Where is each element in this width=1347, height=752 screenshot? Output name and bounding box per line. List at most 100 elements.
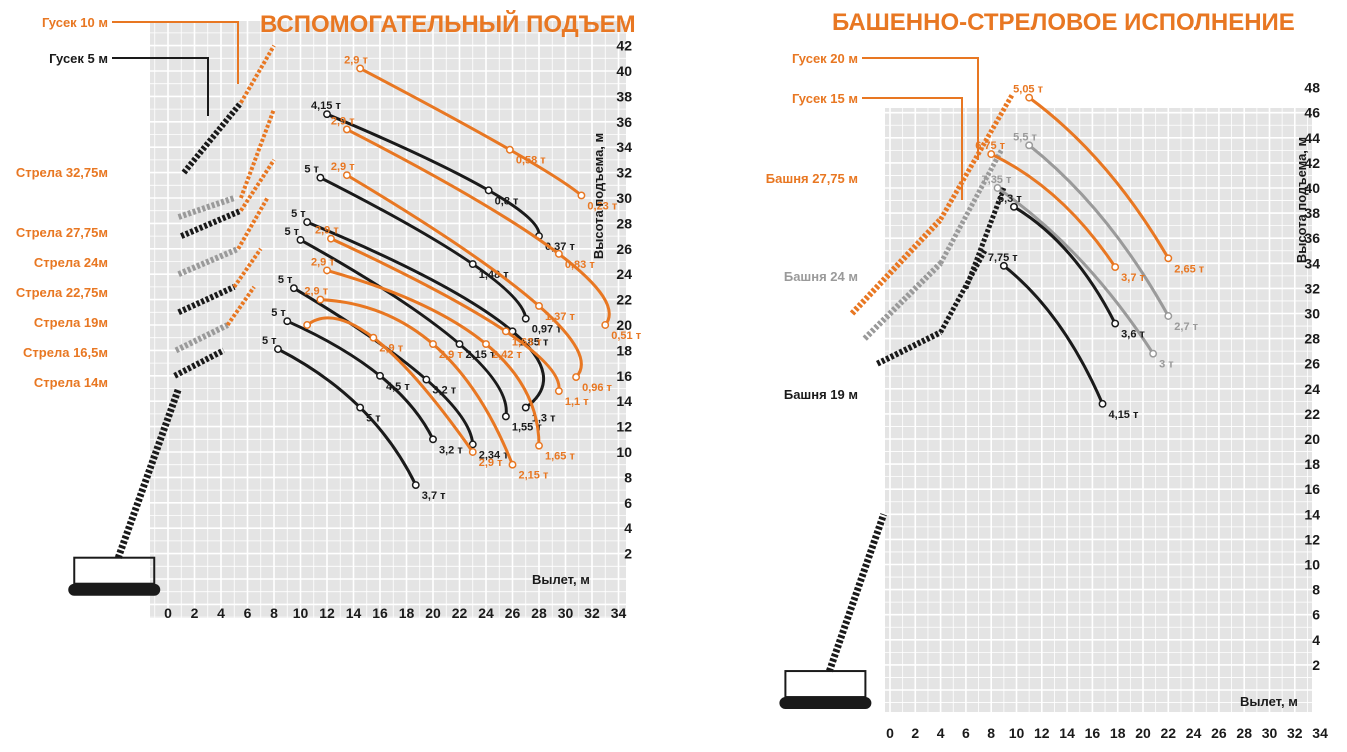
chart-auxiliary-lift: Гусек 10 м Гусек 5 м Стрела 32,75м Стрела 2… (16, 10, 642, 621)
y-tick-label: 2 (624, 546, 632, 562)
crane-jib (938, 92, 1015, 221)
load-label: 5 т (291, 208, 306, 220)
x-tick-label: 4 (217, 605, 225, 621)
load-label: 3,6 т (1121, 329, 1145, 341)
load-point (303, 321, 312, 329)
y-tick-label: 42 (616, 38, 632, 54)
load-label: 2,34 т (479, 449, 509, 461)
x-tick-label: 8 (987, 725, 995, 741)
load-label: 2,65 т (1174, 263, 1204, 275)
x-tick-label: 16 (1085, 725, 1101, 741)
load-label: 0,83 т (565, 259, 595, 271)
y-tick-label: 12 (616, 419, 632, 435)
crane-label: Стрела 19м (34, 315, 108, 330)
load-label: 2,15 т (466, 349, 496, 361)
load-point (1164, 254, 1173, 263)
y-tick-label: 4 (1312, 632, 1320, 648)
load-label: 3 т (1159, 359, 1174, 371)
crane-label: Башня 19 м (784, 387, 858, 402)
x-tick-label: 10 (293, 605, 309, 621)
x-tick-label: 28 (1236, 725, 1252, 741)
load-point (342, 171, 351, 180)
y-tick-label: 10 (616, 444, 632, 460)
load-label: 7,75 т (988, 252, 1018, 264)
load-point (572, 373, 581, 382)
load-label: 0,97 т (532, 324, 562, 336)
grid-background (150, 20, 626, 618)
load-curves: 5,05 т 2,65 т 5,5 т 2,7 т 6,75 т 3,7 т 7,35 т 3… (975, 84, 1205, 421)
load-point (1164, 312, 1173, 320)
grid-lines (150, 19, 626, 618)
load-point (468, 440, 477, 449)
load-point (554, 387, 563, 395)
crane-mast (826, 513, 887, 673)
x-axis-label: Вылет, м (532, 572, 590, 587)
load-label: 2,9 т (344, 54, 368, 66)
x-tick-label: 10 (1009, 725, 1025, 741)
x-axis-label: Вылет, м (1240, 694, 1298, 709)
y-tick-label: 14 (616, 393, 632, 409)
y-tick-label: 40 (616, 63, 632, 79)
load-point (296, 235, 305, 244)
load-point (501, 412, 510, 421)
y-tick-label: 22 (616, 292, 632, 308)
crane-illustration (779, 92, 1015, 710)
y-tick-label: 6 (624, 495, 632, 511)
load-label: 2,9 т (315, 225, 339, 237)
load-label: 0,23 т (587, 200, 617, 212)
x-tick-label: 34 (1312, 725, 1328, 741)
x-tick-label: 2 (911, 725, 919, 741)
load-curve (990, 152, 1117, 268)
load-curve (1028, 96, 1170, 260)
y-axis-label: Высота подъема, м (1294, 137, 1309, 263)
leader-line (112, 21, 239, 84)
y-tick-label: 16 (616, 368, 632, 384)
load-point (283, 317, 292, 326)
load-point (455, 340, 464, 348)
load-point (987, 150, 996, 159)
grid-lines (885, 108, 1312, 712)
y-axis-label: Высота подъема, м (591, 133, 606, 259)
load-curve (1002, 264, 1104, 405)
y-tick-label: 10 (1304, 557, 1320, 573)
y-tick-label: 30 (1304, 306, 1320, 322)
load-point (411, 481, 420, 489)
crane-illustration (68, 44, 276, 596)
crane-jib (239, 158, 276, 212)
load-label: 5 т (366, 413, 381, 425)
y-tick-label: 46 (1304, 105, 1320, 121)
load-label: 6,3 т (998, 193, 1022, 205)
load-label: 1,37 т (545, 311, 575, 323)
y-tick-label: 18 (616, 342, 632, 358)
load-point (577, 191, 586, 200)
load-point (356, 403, 365, 412)
y-tick-label: 28 (616, 215, 632, 231)
load-label: 4,15 т (311, 100, 341, 112)
load-curve (1028, 144, 1170, 317)
load-point (554, 249, 563, 258)
y-tick-label: 8 (624, 469, 632, 485)
y-tick-label: 2 (1312, 657, 1320, 673)
y-tick-label: 44 (1304, 130, 1320, 146)
x-tick-label: 18 (399, 605, 415, 621)
crane-label: Башня 27,75 м (766, 171, 858, 186)
x-tick-label: 28 (531, 605, 547, 621)
crane-label: Стрела 22,75м (16, 285, 108, 300)
load-point (369, 333, 378, 342)
crane-label: Стрела 16,5м (23, 345, 108, 360)
x-tick-label: 22 (452, 605, 468, 621)
crane-label: Стрела 32,75м (16, 165, 108, 180)
crane-boom (876, 329, 942, 367)
load-label: 0,58 т (516, 155, 546, 167)
load-label: 0,96 т (582, 382, 612, 394)
x-tick-label: 24 (1186, 725, 1202, 741)
load-point (482, 340, 490, 348)
load-label: 7,35 т (982, 174, 1012, 186)
crane-label: Стрела 14м (34, 375, 108, 390)
load-label: 2,9 т (331, 115, 355, 127)
crane-body (784, 670, 867, 699)
load-label: 0,51 т (611, 330, 641, 342)
load-point (505, 145, 514, 154)
load-point (429, 435, 437, 444)
